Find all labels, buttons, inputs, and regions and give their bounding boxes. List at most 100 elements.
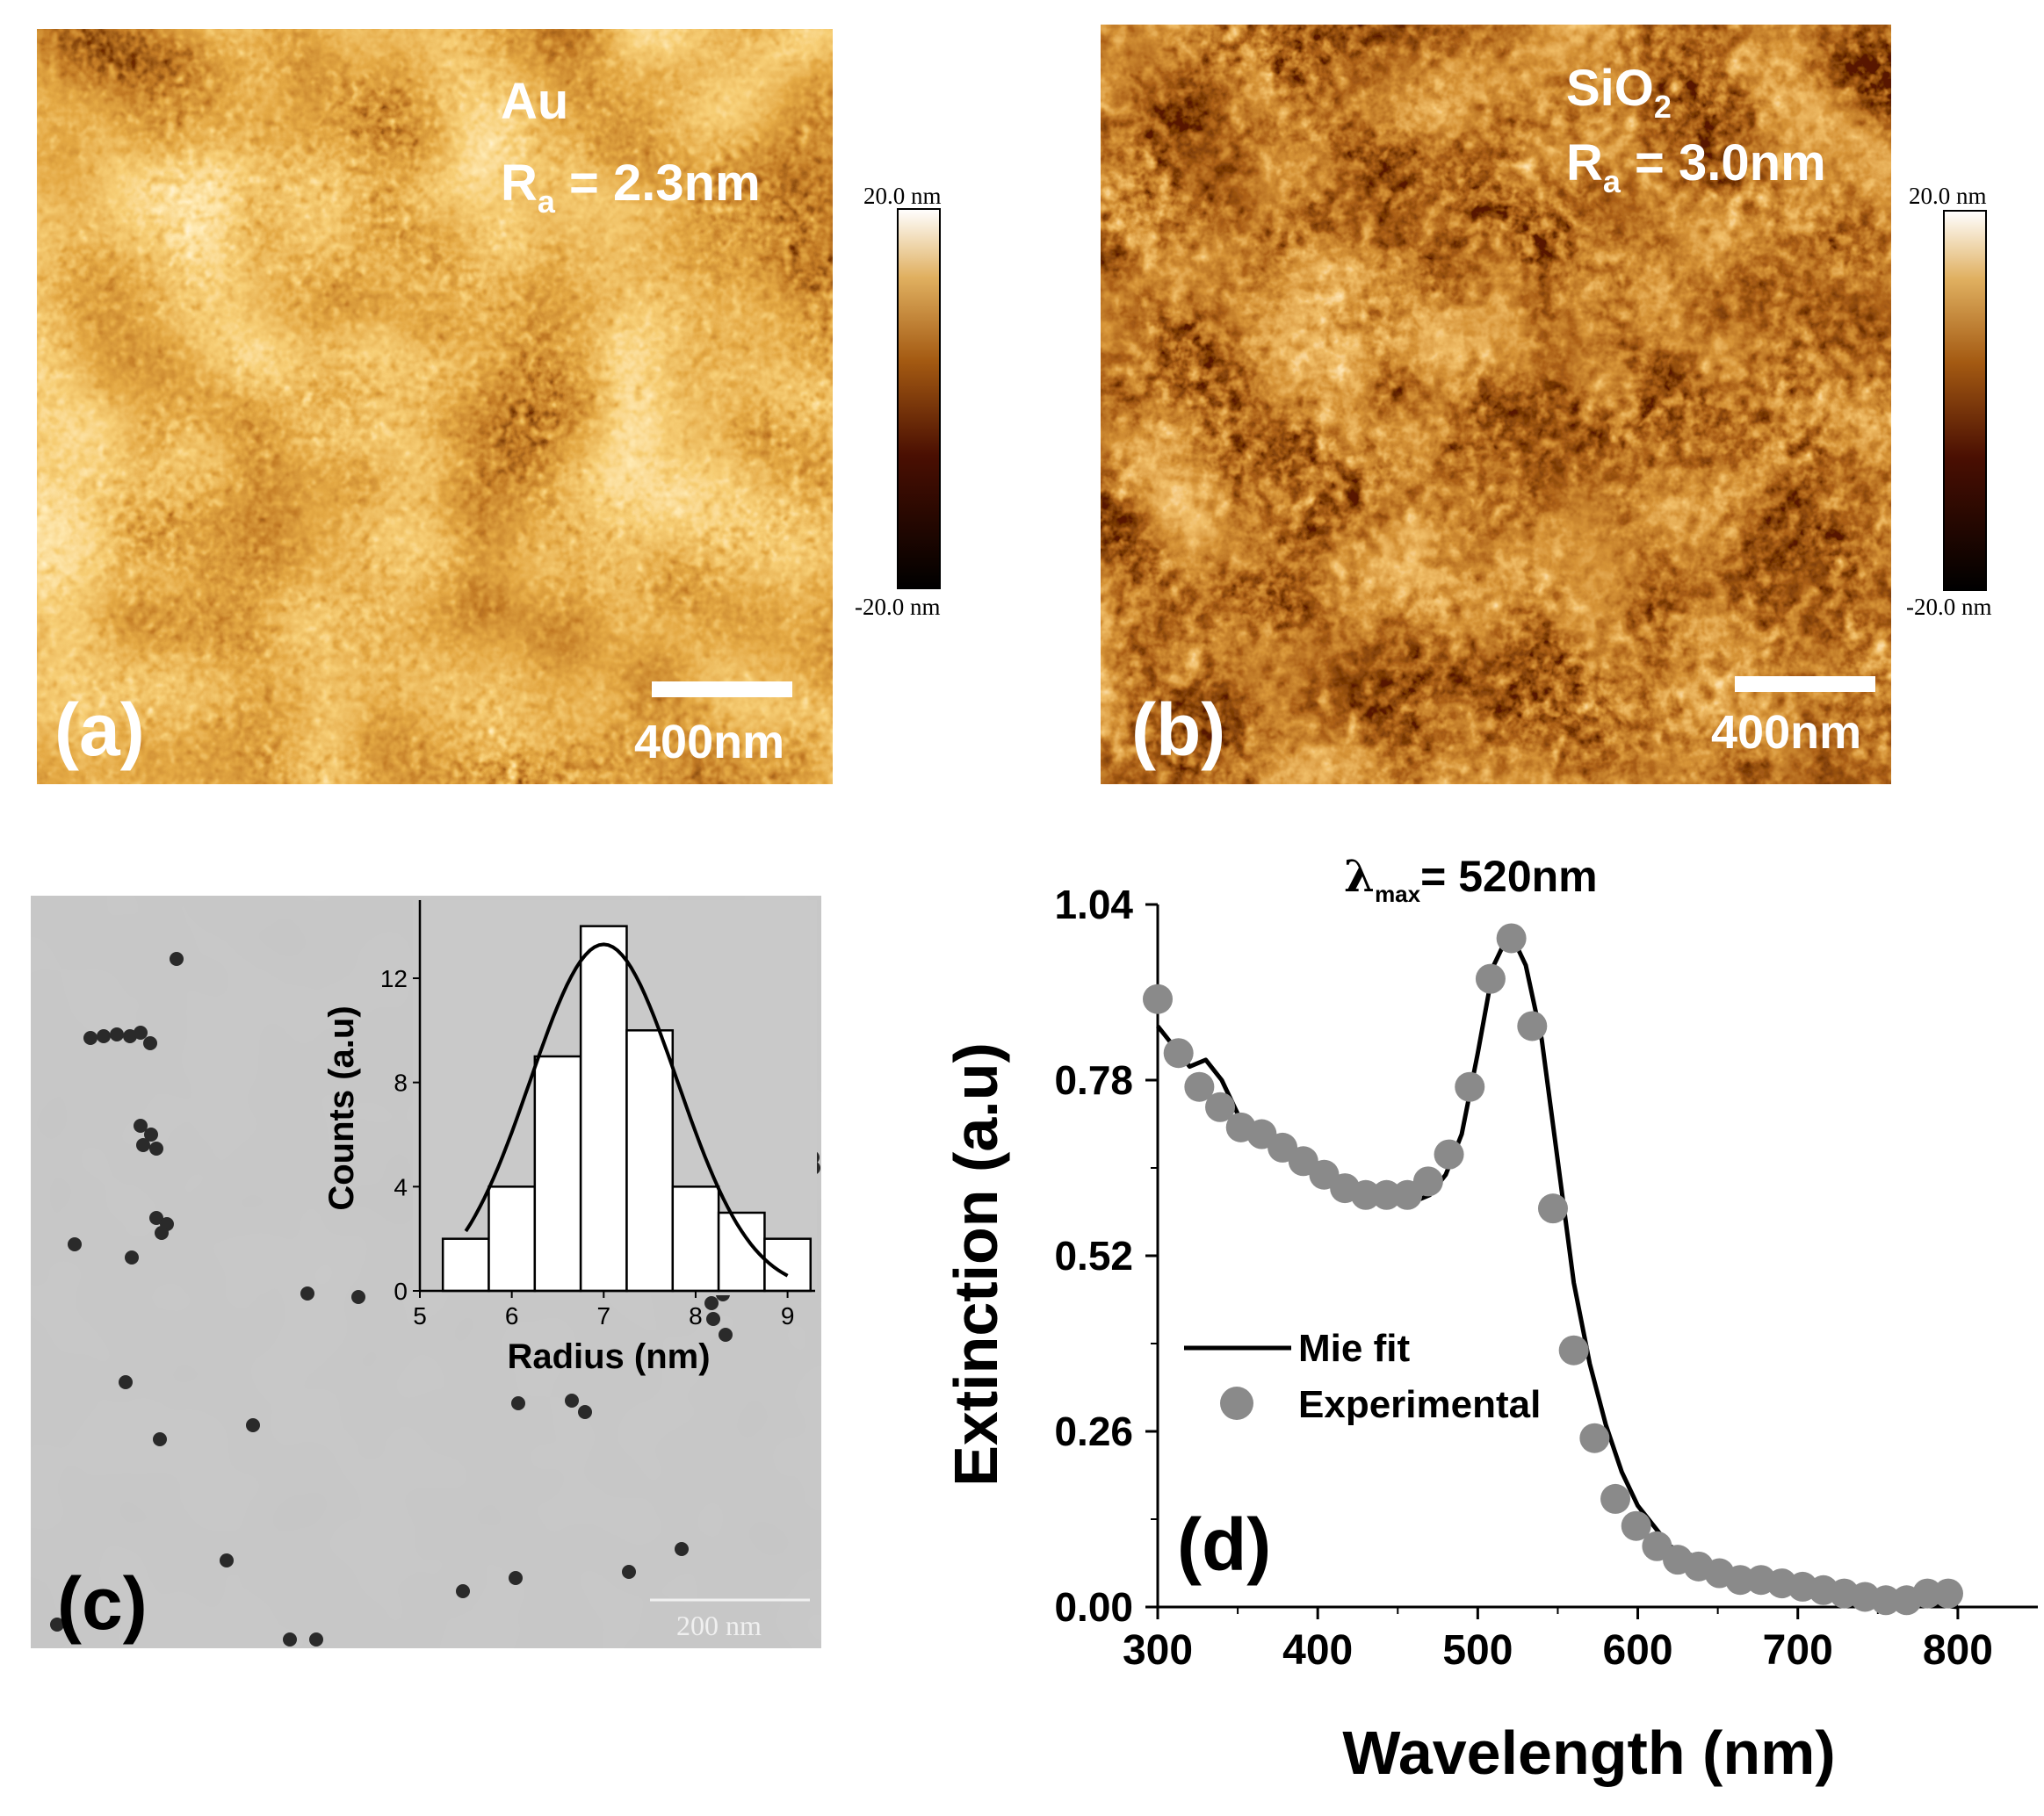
nanoparticle: [706, 1312, 720, 1326]
experimental-point: [1455, 1071, 1485, 1102]
panel-c: 5 6 7 8 9 0 4 8 12 Radius (nm) Counts (a.u) 200 nm…: [31, 896, 821, 1648]
nanoparticle: [511, 1396, 525, 1410]
nanoparticle: [170, 952, 184, 966]
nanoparticle: [283, 1632, 297, 1647]
y-tick-label: 1.04: [1054, 882, 1133, 927]
experimental-point: [1579, 1423, 1610, 1453]
panel-label-b: (b): [1131, 688, 1225, 771]
nanoparticle: [578, 1405, 592, 1419]
histogram-x-tick-label: 8: [689, 1302, 703, 1330]
extinction-chart: 300 400 500 600 700 800 0.00 0.26 0.52 0.78 1.04 Wa…: [942, 882, 2038, 1787]
histogram-inset: 5 6 7 8 9 0 4 8 12 Radius (nm) Counts (a.u): [322, 900, 815, 1376]
y-axis-label: Extinction (a.u): [942, 1042, 1010, 1487]
nanoparticle: [719, 1328, 733, 1342]
nanoparticle: [351, 1290, 365, 1304]
material-label-sio2: SiO2: [1566, 60, 1672, 125]
legend-label-experimental: Experimental: [1298, 1383, 1541, 1426]
nanoparticle: [136, 1138, 150, 1152]
nanoparticle: [149, 1211, 163, 1225]
x-tick-label: 600: [1602, 1627, 1672, 1674]
legend: Mie fit Experimental: [1184, 1327, 1541, 1426]
colorbar-min-a: -20.0 nm: [855, 594, 941, 620]
experimental-point: [1558, 1335, 1589, 1366]
nanoparticle: [155, 1226, 169, 1240]
panel-label-d: (d): [1177, 1503, 1271, 1586]
nanoparticle: [456, 1584, 470, 1598]
scalebar-sio2: [1735, 676, 1875, 692]
colorbar-a: [897, 208, 941, 589]
histogram-bar: [671, 1185, 720, 1293]
histogram-gaussian-fit: [464, 942, 789, 1278]
nanoparticle: [50, 1618, 64, 1632]
afm-texture-sio2: [1101, 25, 1891, 784]
nanoparticle: [143, 1036, 157, 1050]
scalebar-au: [652, 681, 792, 697]
experimental-point: [1143, 984, 1173, 1014]
nanoparticle: [68, 1237, 82, 1251]
x-tick-label: 800: [1923, 1627, 1993, 1674]
nanoparticle: [565, 1394, 579, 1408]
panel-label-a: (a): [54, 688, 145, 771]
roughness-label-sio2: Ra = 3.0nm: [1566, 134, 1826, 199]
mie-fit-line: [1156, 929, 1959, 1610]
nanoparticle: [125, 1250, 139, 1265]
nanoparticle: [134, 1026, 148, 1040]
nanoparticle: [675, 1542, 689, 1556]
experimental-point: [1870, 1585, 1901, 1616]
nanoparticle: [144, 1128, 158, 1142]
colorbar-min-b: -20.0 nm: [1906, 594, 1992, 620]
nanoparticle: [149, 1142, 163, 1156]
nanoparticle: [83, 1031, 98, 1045]
legend-marker-swatch: [1220, 1387, 1253, 1420]
histogram-bar: [625, 1029, 675, 1293]
nanoparticle: [110, 1027, 124, 1041]
x-axis-label: Wavelength (nm): [1342, 1719, 1835, 1787]
experimental-point: [1350, 1179, 1381, 1210]
experimental-point: [1475, 963, 1506, 994]
x-tick-label: 400: [1282, 1627, 1353, 1674]
histogram-bar: [533, 1055, 582, 1293]
experimental-point: [1725, 1565, 1756, 1596]
histogram-y-label: Counts (a.u): [322, 1005, 361, 1210]
histogram-y-tick-label: 4: [394, 1173, 408, 1200]
panel-a: Au Ra = 2.3nm 400nm (a) 20.0 nm -20.0 nm: [37, 29, 942, 784]
legend-label-mie-fit: Mie fit: [1298, 1327, 1410, 1370]
y-tick-label: 0.26: [1054, 1409, 1133, 1454]
experimental-point: [1496, 923, 1527, 954]
nanoparticle: [704, 1296, 719, 1310]
experimental-point: [1517, 1011, 1548, 1041]
nanoparticle: [622, 1565, 636, 1579]
experimental-point: [1537, 1193, 1568, 1224]
colorbar-max-b: 20.0 nm: [1909, 183, 1987, 209]
experimental-point: [1912, 1578, 1943, 1609]
histogram-bar: [441, 1237, 490, 1293]
experimental-point: [1932, 1578, 1963, 1609]
panel-b: SiO2 Ra = 3.0nm 400nm (b) 20.0 nm -20.0 …: [1101, 25, 1992, 784]
experimental-point: [1434, 1139, 1464, 1170]
nanoparticle: [97, 1029, 111, 1043]
nanoparticle: [119, 1375, 133, 1389]
panel-label-c: (c): [57, 1562, 148, 1645]
material-label-au: Au: [501, 73, 568, 130]
x-tick-label: 700: [1763, 1627, 1833, 1674]
scalebar-label-tem: 200 nm: [676, 1610, 762, 1641]
experimental-point: [1621, 1510, 1651, 1541]
lambda-max-annotation: λmax= 520nm: [1344, 850, 1598, 907]
nanoparticle: [309, 1632, 323, 1647]
experimental-point: [1163, 1038, 1194, 1069]
experimental-point: [1205, 1092, 1236, 1122]
histogram-x-tick-label: 7: [597, 1302, 611, 1330]
experimental-point: [1184, 1071, 1215, 1102]
histogram-y-tick-label: 12: [380, 965, 408, 992]
histogram-x-tick-label: 6: [505, 1302, 519, 1330]
scalebar-label-au: 400nm: [634, 716, 784, 768]
y-tick-label: 0.52: [1054, 1233, 1133, 1279]
nanoparticle: [246, 1418, 260, 1432]
histogram-x-tick-label: 5: [413, 1302, 427, 1330]
x-tick-label: 500: [1442, 1627, 1513, 1674]
experimental-point: [1412, 1166, 1443, 1197]
roughness-label-au: Ra = 2.3nm: [501, 155, 761, 220]
histogram-bar: [579, 925, 628, 1293]
nanoparticle: [134, 1119, 148, 1133]
